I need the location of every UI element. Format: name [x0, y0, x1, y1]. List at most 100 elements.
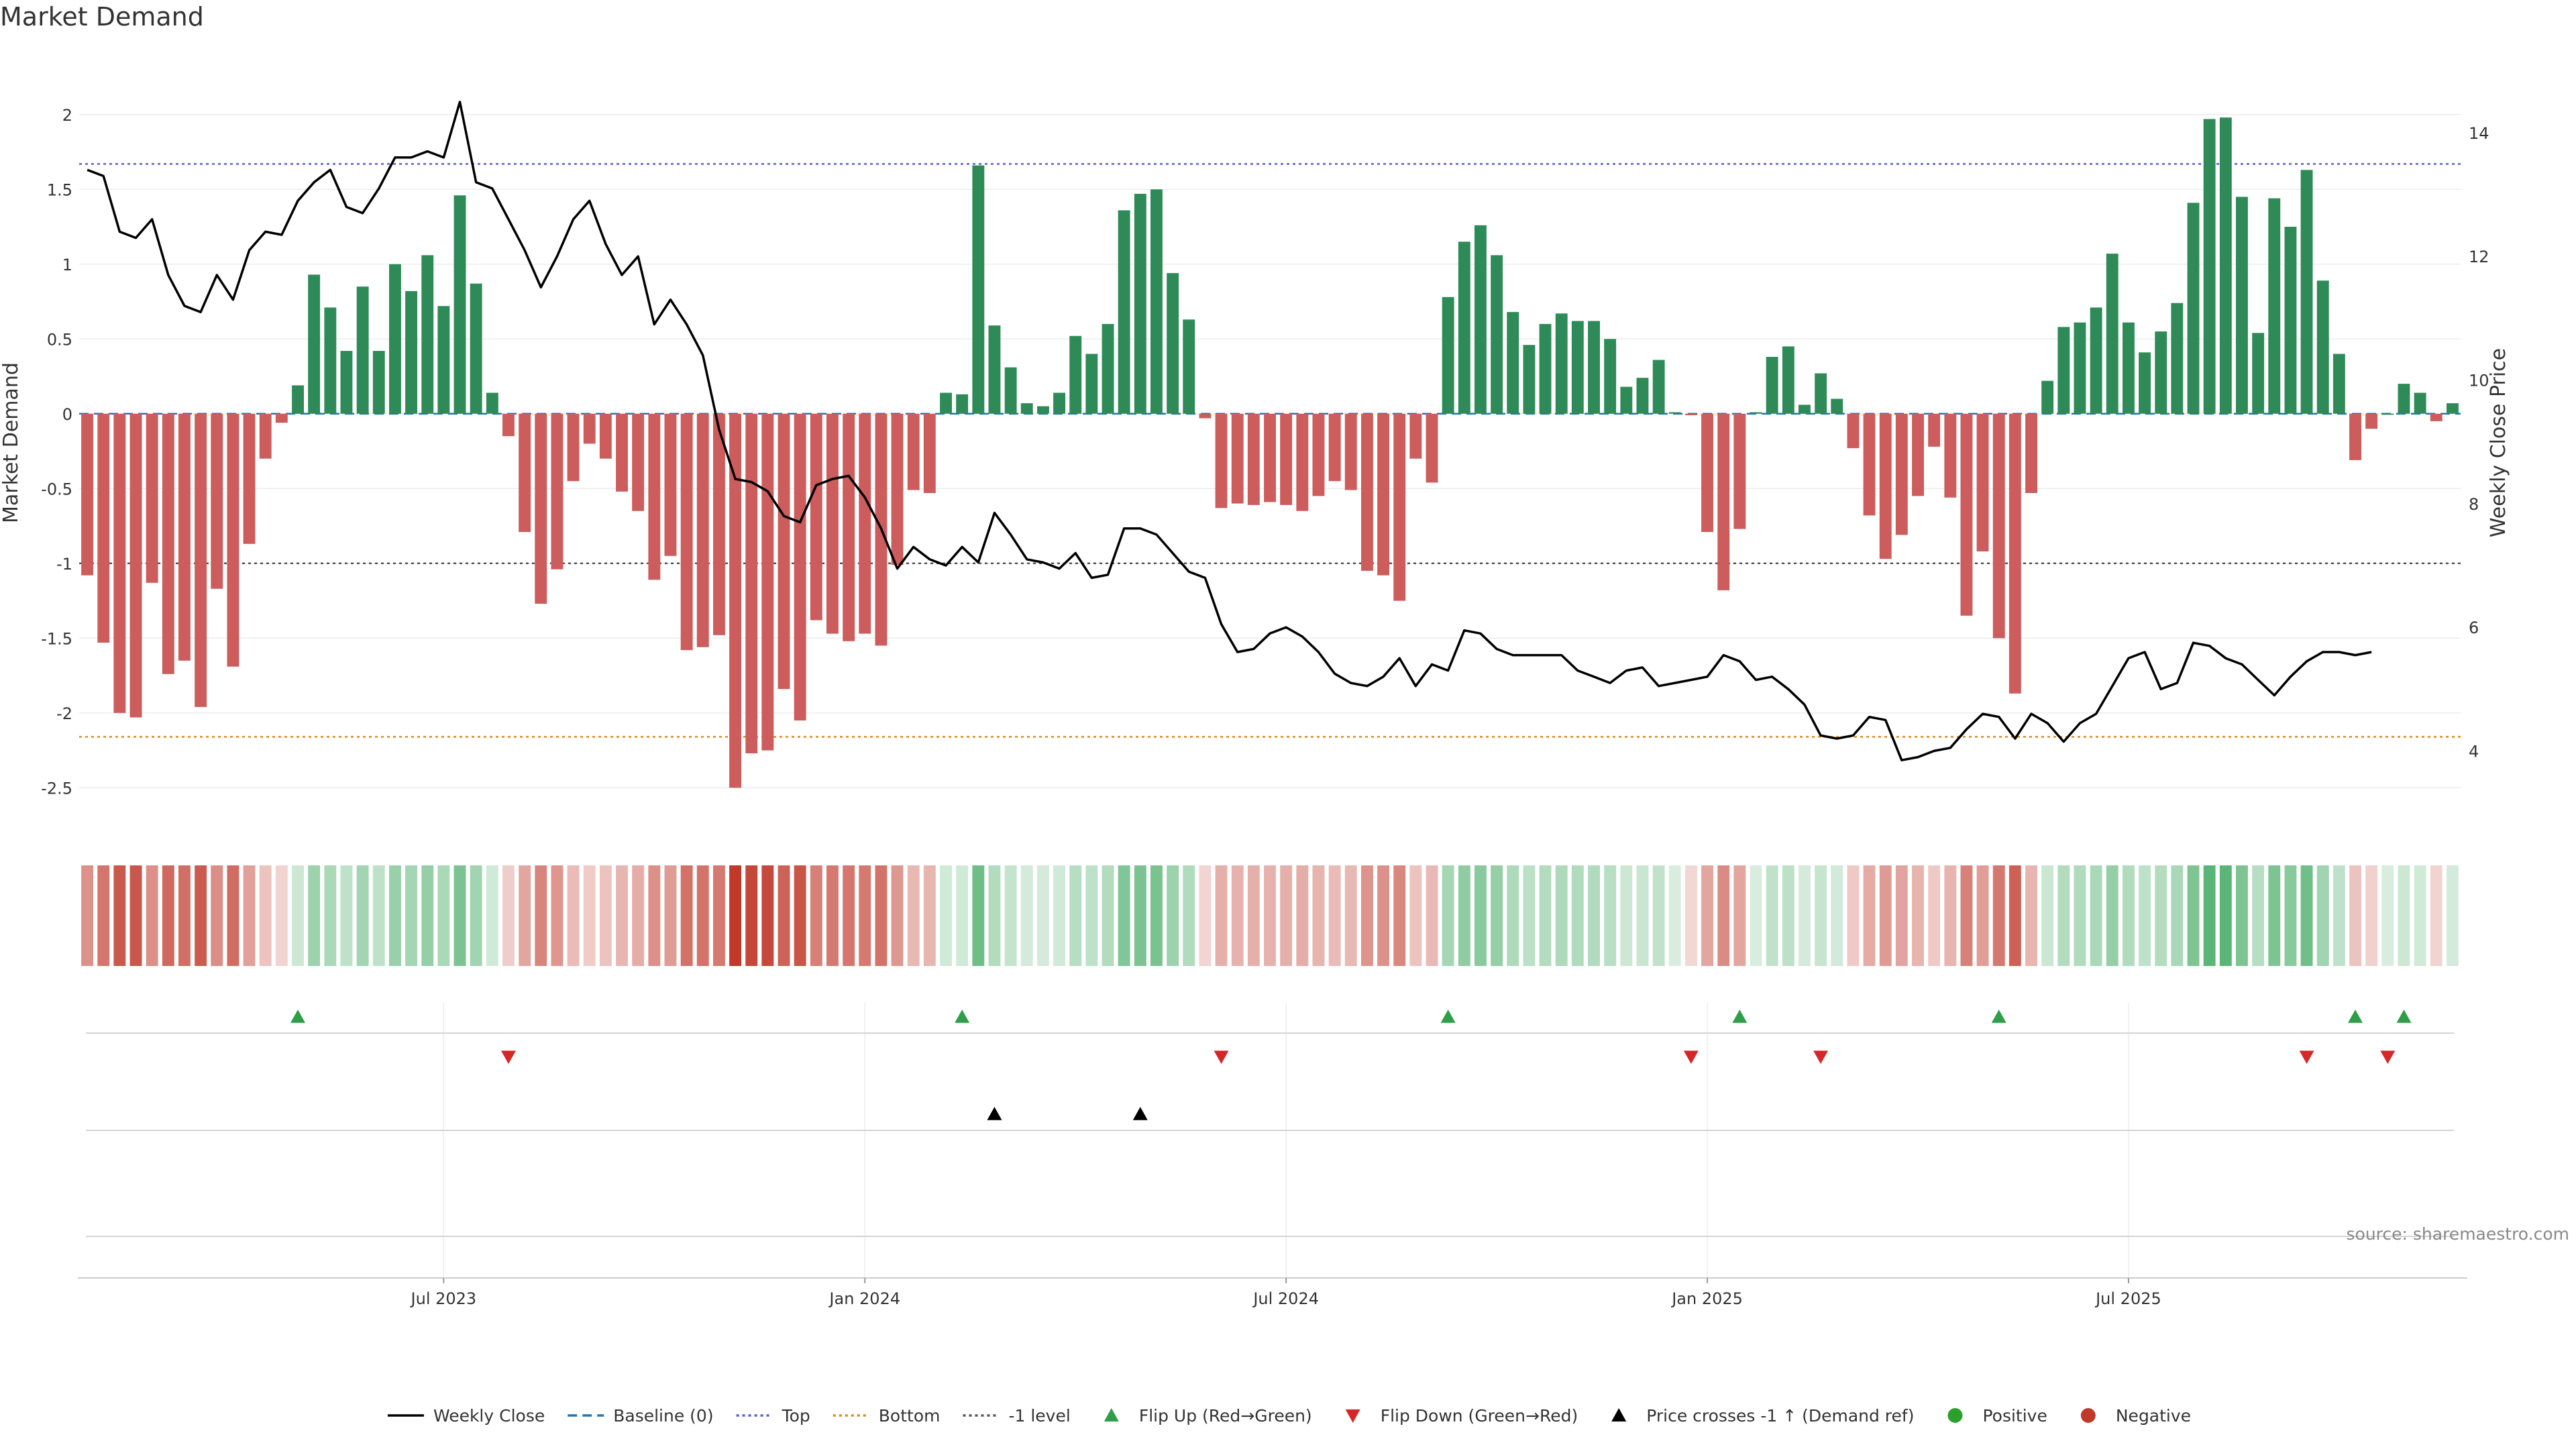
demand-bar — [745, 413, 758, 753]
demand-bar — [1150, 189, 1163, 414]
heat-cell — [2171, 865, 2184, 966]
heat-cell — [2381, 865, 2394, 966]
x-tick-label: Jul 2024 — [1252, 1289, 1319, 1308]
demand-bar — [405, 290, 417, 414]
weekly-close-line — [87, 101, 2372, 761]
demand-bar — [129, 413, 142, 718]
demand-bar — [1863, 413, 1876, 516]
demand-bar — [713, 413, 725, 635]
demand-bar — [1247, 413, 1260, 505]
heat-cell — [1636, 865, 1649, 966]
heat-cell — [2430, 865, 2443, 966]
demand-bar — [761, 413, 774, 751]
right-tick-label: 14 — [2469, 124, 2489, 143]
heat-cell — [1555, 865, 1568, 966]
legend-label: Flip Down (Green→Red) — [1381, 1406, 1578, 1426]
demand-bar — [519, 413, 531, 532]
heat-cell — [2057, 865, 2070, 966]
demand-bar — [2236, 197, 2248, 414]
flip-down-marker — [1683, 1051, 1699, 1064]
heat-cell — [1701, 865, 1713, 966]
heat-cell — [1733, 865, 1746, 966]
heat-cell — [988, 865, 1001, 966]
heat-cell — [356, 865, 369, 966]
demand-bar — [113, 413, 126, 713]
demand-bar — [1636, 378, 1649, 414]
reference-levels — [79, 163, 2461, 738]
demand-bar — [1458, 241, 1470, 414]
demand-bar — [195, 413, 207, 707]
demand-bar — [859, 413, 871, 634]
demand-bar — [1847, 413, 1860, 449]
demand-bar — [2414, 392, 2426, 414]
heat-cell — [1167, 865, 1179, 966]
legend-label: Positive — [1982, 1406, 2047, 1426]
heat-cell — [275, 865, 288, 966]
demand-bar — [178, 413, 191, 661]
heat-cell — [1895, 865, 1908, 966]
demand-bar — [2284, 227, 2297, 414]
demand-bar — [2155, 331, 2167, 414]
price-line-group — [87, 101, 2372, 761]
legend-label: Price crosses -1 ↑ (Demand ref) — [1646, 1406, 1914, 1426]
demand-bar — [146, 413, 158, 583]
flip-up-marker — [955, 1010, 970, 1023]
heat-cell — [1960, 865, 1973, 966]
heat-cell — [211, 865, 223, 966]
legend-label: Baseline (0) — [613, 1406, 713, 1426]
heat-cell — [1344, 865, 1357, 966]
demand-bar — [1085, 354, 1098, 414]
demand-bar — [1231, 413, 1244, 504]
left-tick-label: 0 — [62, 405, 72, 424]
x-axis-ticks: Jul 2023 Jan 2024 Jul 2024 Jan 2025 Jul 2025 — [410, 1278, 2161, 1308]
demand-bar — [1507, 312, 1519, 414]
heat-cell — [1523, 865, 1536, 966]
demand-bar — [972, 165, 985, 414]
legend-triangle-up-swatch — [1611, 1408, 1627, 1421]
heat-cell — [1799, 865, 1811, 966]
heat-cell — [810, 865, 822, 966]
heat-cell — [1992, 865, 2005, 966]
demand-bar — [1766, 357, 1778, 414]
demand-bar — [162, 413, 174, 674]
left-axis-ticks: 2 1.5 1 0.5 0 -0.5 -1 -1.5 -2 -2.5 — [41, 106, 72, 798]
demand-bar — [1588, 321, 1600, 414]
heat-cell — [1053, 865, 1065, 966]
heat-cell — [2332, 865, 2345, 966]
demand-bar — [616, 413, 628, 492]
x-tick-label: Jul 2023 — [410, 1289, 477, 1308]
heat-cell — [1069, 865, 1082, 966]
heat-cell — [308, 865, 321, 966]
heat-cell — [567, 865, 580, 966]
heat-cell — [761, 865, 774, 966]
legend-label: Bottom — [879, 1406, 941, 1426]
demand-bar — [1280, 413, 1293, 505]
heat-cell — [1118, 865, 1130, 966]
legend-triangle-down-swatch — [1345, 1409, 1360, 1423]
heat-cell — [178, 865, 191, 966]
x-tick-label: Jan 2025 — [1670, 1289, 1743, 1308]
demand-bar — [826, 413, 839, 634]
demand-bar — [1668, 412, 1681, 414]
demand-bar — [648, 413, 661, 580]
demand-heat-strip — [81, 865, 2459, 966]
heat-cell — [1815, 865, 1827, 966]
heat-cell — [1620, 865, 1633, 966]
legend-dot-swatch — [1947, 1408, 1963, 1423]
demand-bar — [1296, 413, 1309, 511]
heat-cell — [907, 865, 920, 966]
heat-cell — [81, 865, 93, 966]
heat-cell — [859, 865, 871, 966]
legend-item: Bottom — [833, 1406, 941, 1426]
heat-cell — [470, 865, 482, 966]
demand-bar — [680, 413, 693, 651]
heat-cell — [2219, 865, 2232, 966]
demand-bar — [907, 413, 920, 490]
demand-bar — [372, 351, 385, 414]
legend: Weekly Close Baseline (0) Top Bottom -1 leve… — [387, 1406, 2191, 1426]
source-label: source: sharemaestro.com — [2347, 1224, 2570, 1244]
demand-bar — [794, 413, 806, 720]
demand-bar — [1992, 413, 2005, 639]
demand-bar — [1976, 413, 1989, 551]
legend-item: Negative — [2080, 1406, 2191, 1426]
